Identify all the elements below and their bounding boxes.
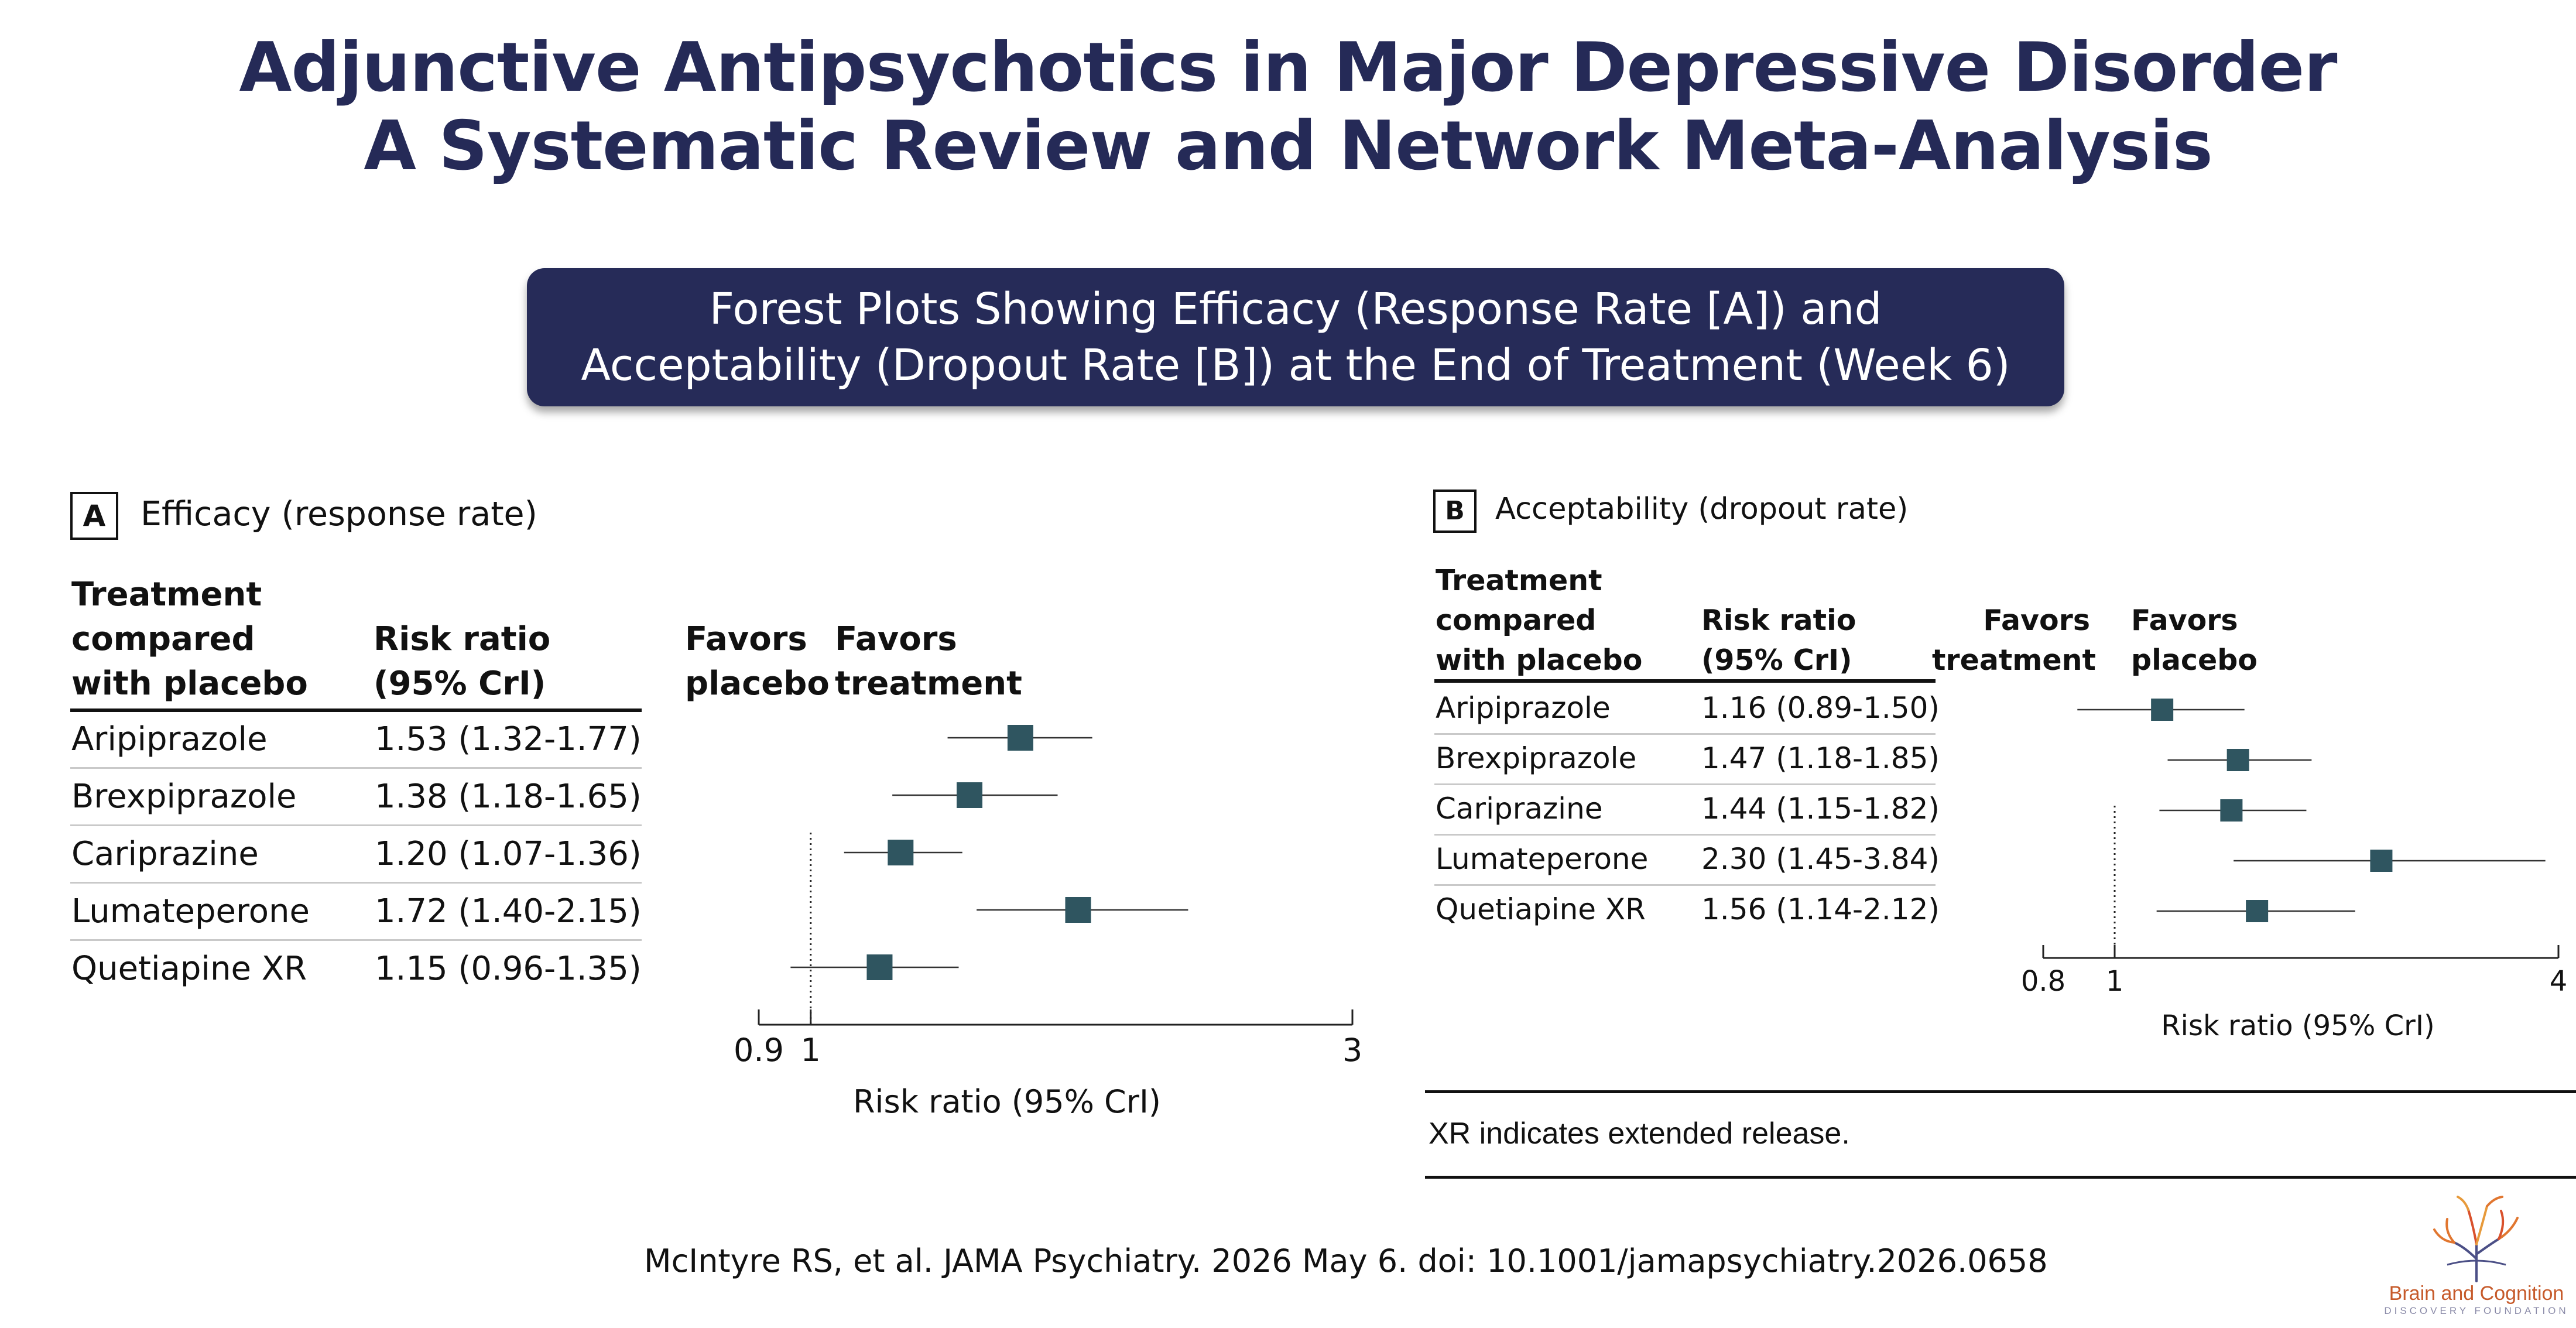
point-estimate-marker	[2220, 799, 2243, 822]
table-row-treatment: Lumateperone	[1436, 842, 1649, 876]
panel-a-col1-header-line: with placebo	[71, 665, 308, 703]
panel-b-col1-header-line: Treatment	[1436, 564, 1602, 597]
panel-a-letter: A	[70, 492, 118, 540]
table-row-treatment: Brexpiprazole	[1436, 741, 1637, 775]
logo-name: Brain and Cognition	[2389, 1282, 2564, 1305]
panel-a-col2-header-line: (95% CrI)	[374, 665, 546, 703]
panel-b-col1-header-line: compared	[1436, 604, 1597, 637]
logo-text: Brain and Cognition DISCOVERY FOUNDATION	[2365, 1282, 2576, 1317]
row-divider	[70, 767, 642, 769]
point-estimate-marker	[888, 840, 914, 865]
panel-a-favors-right-line: Favors	[835, 620, 957, 658]
table-row-treatment: Quetiapine XR	[71, 950, 307, 988]
banner-line-1: Forest Plots Showing Efficacy (Response …	[709, 284, 1882, 334]
panel-b-header-rule	[1434, 679, 1936, 683]
table-row-treatment: Aripiprazole	[1436, 691, 1611, 725]
forest-plot-a: 0.9 1 3 Risk ratio (95% CrI)	[734, 725, 1362, 1120]
row-divider	[70, 939, 642, 941]
x-tick-label: 0.9	[734, 1032, 784, 1069]
point-estimate-marker	[2226, 749, 2249, 771]
panel-a-favors-right: Favors treatment	[835, 617, 1022, 706]
panel-b-col2-header-line: Risk ratio	[1701, 604, 1856, 637]
tree-brain-logo-icon	[2433, 1196, 2519, 1282]
panel-b-col1-header: Treatment compared with placebo	[1436, 561, 1642, 680]
table-row-ci: 1.16 (0.89-1.50)	[1701, 691, 1940, 725]
x-tick-label: 4	[2550, 965, 2568, 998]
panel-a-col1-header-line: Treatment	[71, 576, 262, 614]
point-estimate-marker	[2151, 699, 2174, 721]
panel-b-favors-left-line: Favors	[1983, 604, 2090, 637]
panel-a-favors-left-line: Favors	[685, 620, 807, 658]
citation: McIntyre RS, et al. JAMA Psychiatry. 202…	[644, 1243, 2048, 1279]
footnote-text: XR indicates extended release.	[1429, 1117, 1850, 1151]
table-row-ci: 1.15 (0.96-1.35)	[375, 950, 642, 988]
table-row-ci: 1.72 (1.40-2.15)	[375, 892, 642, 930]
table-row-ci: 1.38 (1.18-1.65)	[375, 778, 642, 816]
table-row-treatment: Lumateperone	[71, 892, 310, 930]
table-row-ci: 1.53 (1.32-1.77)	[375, 720, 642, 758]
row-divider	[70, 824, 642, 826]
panel-b-favors-right: Favors placebo	[2131, 601, 2258, 680]
panel-b-favors-right-line: Favors	[2131, 604, 2238, 637]
subtitle-banner: Forest Plots Showing Efficacy (Response …	[527, 268, 2064, 406]
table-row-ci: 1.20 (1.07-1.36)	[375, 835, 642, 873]
banner-line-2: Acceptability (Dropout Rate [B]) at the …	[581, 340, 2010, 391]
point-estimate-marker	[2246, 900, 2269, 922]
table-row-treatment: Cariprazine	[71, 835, 259, 873]
panel-b-col2-header: Risk ratio (95% CrI)	[1701, 601, 1856, 680]
row-divider	[1434, 834, 1936, 836]
table-row-treatment: Brexpiprazole	[71, 778, 297, 816]
footnote-top-rule	[1425, 1090, 2576, 1093]
row-divider	[1434, 733, 1936, 735]
row-divider	[1434, 884, 1936, 886]
table-row-ci: 1.47 (1.18-1.85)	[1701, 741, 1940, 775]
panel-b-favors-right-line: placebo	[2131, 644, 2258, 677]
table-row-ci: 2.30 (1.45-3.84)	[1701, 842, 1940, 876]
panel-a-header-rule	[70, 709, 642, 712]
panel-b-favors-left: Favors treatment	[1932, 601, 2096, 680]
page-title-line-2: A Systematic Review and Network Meta-Ana…	[364, 107, 2213, 186]
panel-a-col2-header: Risk ratio (95% CrI)	[374, 617, 550, 706]
panel-a-favors-left: Favors placebo	[685, 617, 830, 706]
point-estimate-marker	[1065, 897, 1091, 923]
x-axis-label: Risk ratio (95% CrI)	[853, 1083, 1161, 1120]
page-title-line-1: Adjunctive Antipsychotics in Major Depre…	[239, 28, 2338, 107]
point-estimate-marker	[2370, 850, 2393, 872]
point-estimate-marker	[1007, 725, 1033, 751]
forest-plot-b: 0.8 1 4 Risk ratio (95% CrI)	[2021, 699, 2568, 1042]
panel-b-letter: B	[1433, 490, 1477, 533]
panel-b-col2-header-line: (95% CrI)	[1701, 644, 1852, 677]
table-row-ci: 1.44 (1.15-1.82)	[1701, 792, 1940, 826]
panel-b-title: Acceptability (dropout rate)	[1495, 492, 1909, 526]
panel-b-col1-header-line: with placebo	[1436, 644, 1643, 677]
point-estimate-marker	[866, 954, 893, 980]
panel-a-col1-header: Treatment compared with placebo	[71, 573, 308, 706]
row-divider	[1434, 783, 1936, 785]
x-tick-label: 3	[1342, 1032, 1362, 1069]
panel-b-favors-left-line: treatment	[1932, 644, 2096, 677]
panel-a-col2-header-line: Risk ratio	[374, 620, 551, 658]
x-axis-label: Risk ratio (95% CrI)	[2161, 1009, 2434, 1042]
x-tick-label: 1	[2106, 965, 2124, 998]
x-tick-label: 0.8	[2021, 965, 2065, 998]
point-estimate-marker	[956, 782, 982, 808]
table-row-treatment: Aripiprazole	[71, 720, 268, 758]
table-row-treatment: Cariprazine	[1436, 792, 1603, 826]
footnote-bottom-rule	[1425, 1176, 2576, 1179]
panel-a-title: Efficacy (response rate)	[141, 495, 537, 533]
table-row-treatment: Quetiapine XR	[1436, 892, 1646, 926]
table-row-ci: 1.56 (1.14-2.12)	[1701, 892, 1940, 926]
panel-a-favors-right-line: treatment	[835, 665, 1022, 703]
logo-subtitle: DISCOVERY FOUNDATION	[2384, 1305, 2569, 1316]
x-tick-label: 1	[801, 1032, 821, 1069]
row-divider	[70, 882, 642, 884]
panel-a-col1-header-line: compared	[71, 620, 255, 658]
